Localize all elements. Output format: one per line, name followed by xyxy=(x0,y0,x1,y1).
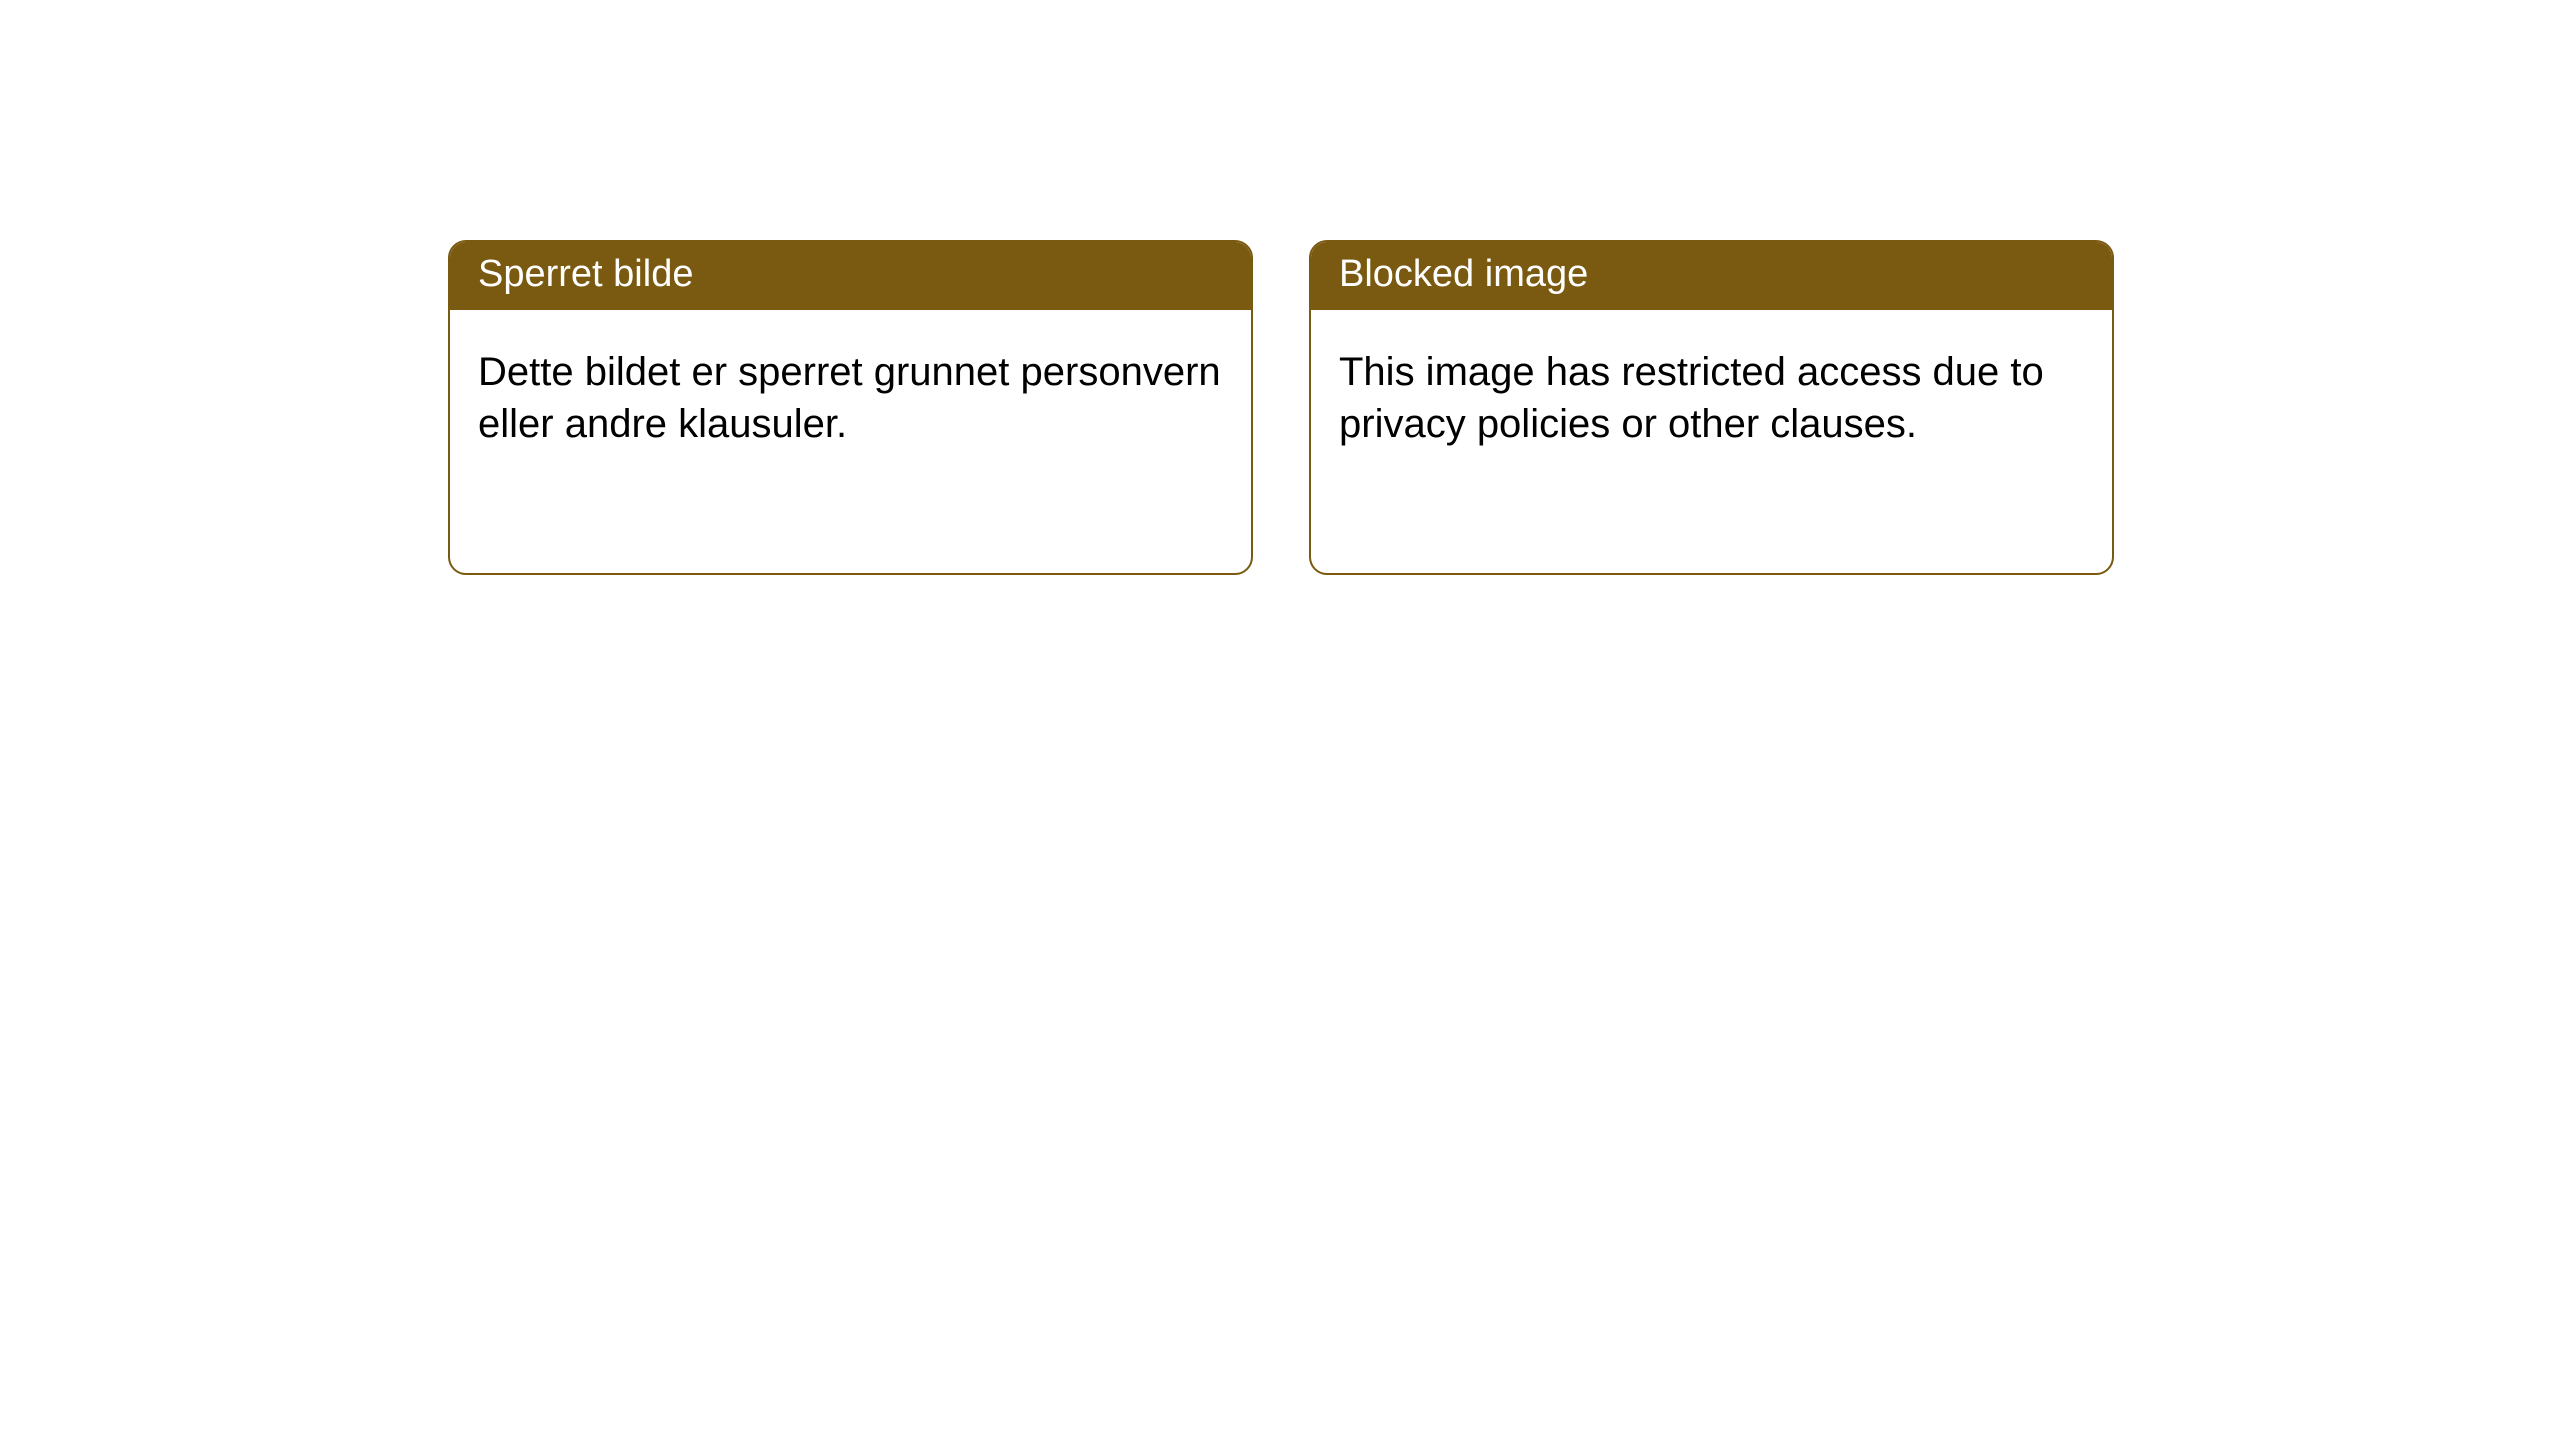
notice-cards-container: Sperret bilde Dette bildet er sperret gr… xyxy=(0,0,2560,575)
notice-card-english: Blocked image This image has restricted … xyxy=(1309,240,2114,575)
notice-card-norwegian: Sperret bilde Dette bildet er sperret gr… xyxy=(448,240,1253,575)
card-body-text: This image has restricted access due to … xyxy=(1339,350,2044,446)
card-header: Sperret bilde xyxy=(450,242,1251,310)
card-title: Blocked image xyxy=(1339,253,1588,295)
card-body: This image has restricted access due to … xyxy=(1311,310,2112,486)
card-body-text: Dette bildet er sperret grunnet personve… xyxy=(478,350,1221,446)
card-header: Blocked image xyxy=(1311,242,2112,310)
card-body: Dette bildet er sperret grunnet personve… xyxy=(450,310,1251,486)
card-title: Sperret bilde xyxy=(478,253,693,295)
